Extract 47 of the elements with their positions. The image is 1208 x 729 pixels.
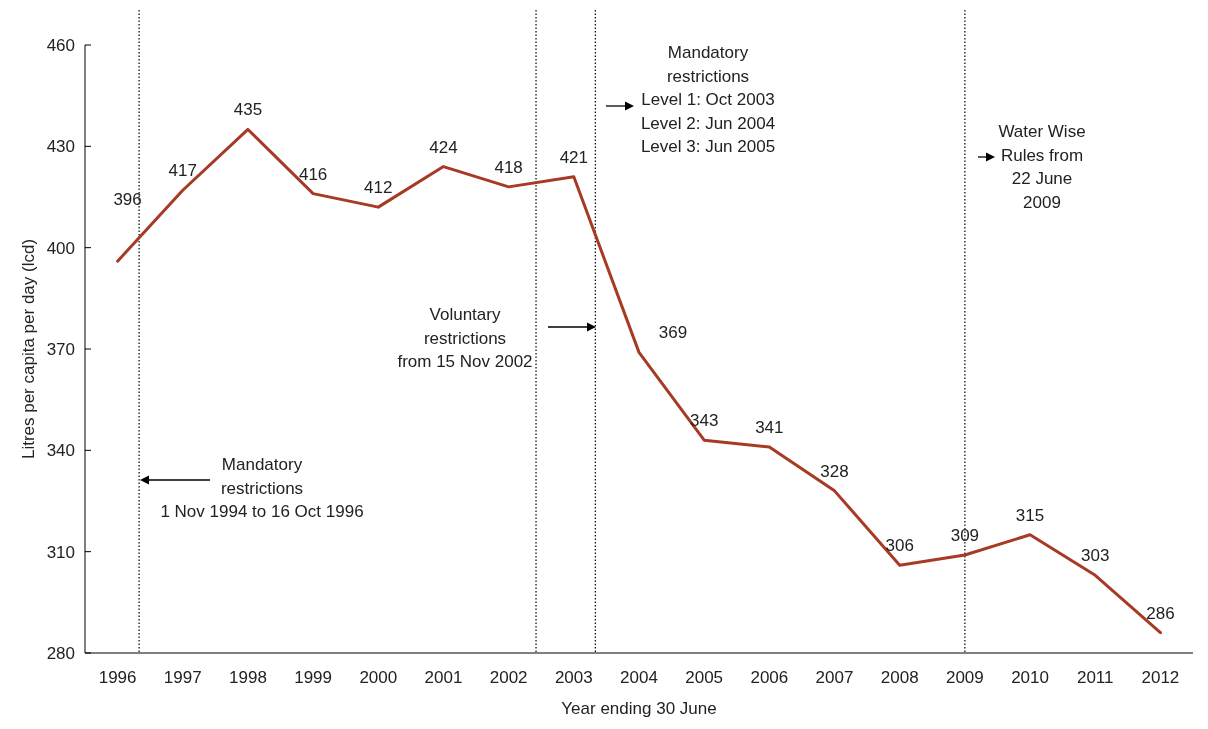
x-tick-label: 2002 (489, 668, 528, 687)
x-tick-label: 2010 (1011, 668, 1049, 687)
y-tick-label: 280 (46, 644, 75, 663)
data-label: 309 (950, 526, 980, 546)
data-label: 303 (1081, 546, 1110, 566)
data-label: 369 (658, 323, 688, 343)
data-label: 341 (755, 417, 784, 437)
x-tick-label: 2000 (359, 668, 398, 687)
data-label: 412 (364, 178, 393, 198)
y-tick-label: 460 (46, 36, 75, 55)
x-tick-label: 2004 (620, 668, 658, 687)
data-label: 421 (559, 147, 589, 167)
x-tick-label: 2006 (750, 668, 789, 687)
x-tick-label: 2007 (815, 668, 854, 687)
ref-line-label: Mandatory restrictions 1 Nov 1994 to 16 Oct 1996 (160, 455, 364, 521)
x-tick-label: 1996 (98, 668, 137, 687)
data-label: 424 (429, 137, 458, 157)
data-label: 418 (494, 157, 523, 177)
ref-line-label: Voluntary restrictions from 15 Nov 2002 (397, 305, 533, 371)
data-label: 435 (233, 100, 263, 120)
x-tick-label: 1997 (163, 668, 202, 687)
data-label: 396 (113, 190, 142, 210)
data-label: 328 (820, 461, 849, 481)
data-label: 315 (1015, 505, 1045, 525)
y-tick-label: 400 (46, 238, 75, 258)
data-label: 306 (885, 536, 914, 556)
x-axis-title: Year ending 30 June (561, 699, 717, 718)
ref-line-label: Water Wise Rules from 22 June 2009 (998, 122, 1086, 212)
data-label: 286 (1146, 603, 1175, 623)
data-label: 416 (298, 164, 328, 184)
data-label: 417 (168, 161, 197, 181)
x-tick-label: 1998 (229, 668, 267, 687)
y-tick-label: 340 (46, 441, 75, 461)
x-tick-label: 2001 (424, 668, 463, 687)
x-tick-label: 2008 (880, 668, 919, 687)
y-tick-label: 430 (46, 137, 75, 157)
x-tick-label: 1999 (294, 668, 333, 687)
y-tick-label: 370 (46, 340, 75, 359)
ref-line-label: Mandatory restrictions Level 1: Oct 2003 Level 2: Jun 2004 Level 3: Jun 2005 (640, 43, 776, 156)
x-tick-label: 2003 (554, 668, 593, 687)
x-tick-label: 2005 (685, 668, 724, 687)
y-axis-title: Litres per capita per day (lcd) (19, 238, 38, 460)
x-tick-label: 2009 (945, 668, 984, 687)
x-tick-label: 2011 (1076, 668, 1114, 687)
data-label: 343 (689, 411, 719, 431)
y-tick-label: 310 (46, 542, 75, 562)
x-tick-label: 2012 (1141, 668, 1180, 687)
